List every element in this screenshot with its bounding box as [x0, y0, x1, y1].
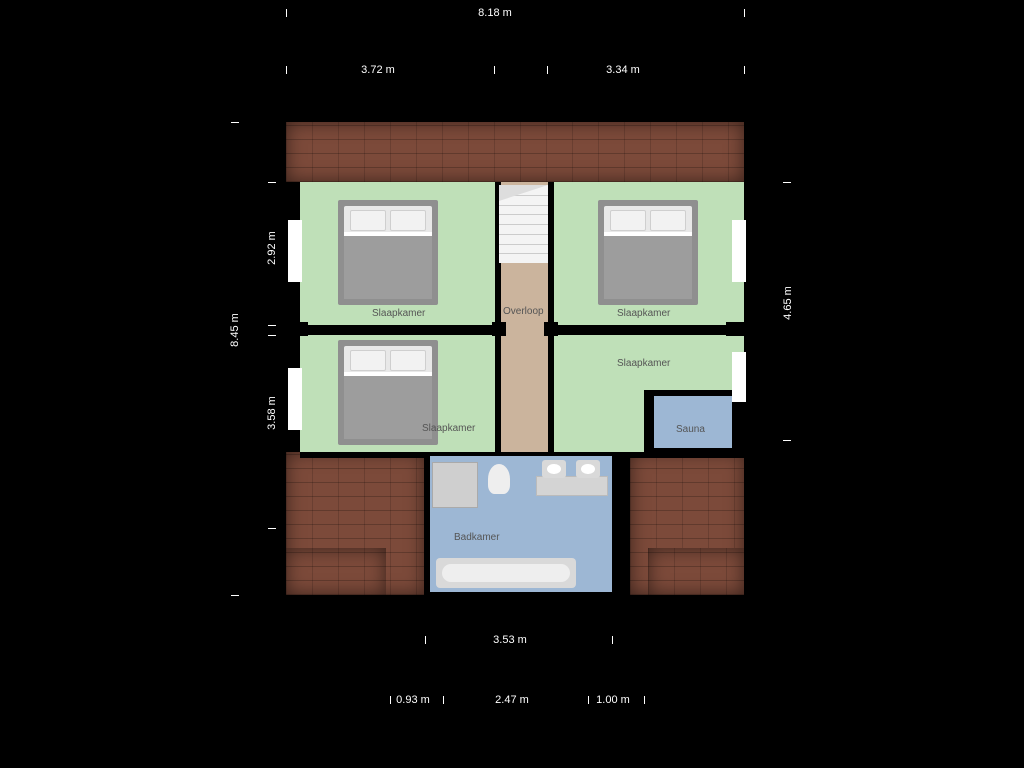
label-bed_tl: Slaapkamer — [372, 308, 425, 319]
wall-4 — [300, 452, 424, 458]
bath-vanity — [536, 476, 608, 496]
dim-w_total: 8.18 m — [478, 7, 512, 19]
wall-5 — [612, 452, 744, 458]
label-sauna: Sauna — [676, 424, 705, 435]
dim-tick-16 — [390, 696, 391, 704]
wall-9 — [648, 390, 744, 396]
dim-w_b3: 1.00 m — [596, 694, 630, 706]
dim-h_tl: 2.92 m — [266, 231, 278, 265]
roof-block-3 — [286, 548, 386, 595]
roof-block-4 — [648, 548, 744, 595]
wall-6 — [424, 452, 430, 594]
wall-stub-3 — [544, 322, 558, 336]
dim-h_bl: 3.58 m — [266, 396, 278, 430]
dim-tick-15 — [612, 636, 613, 644]
roof-block-0 — [286, 122, 744, 182]
wall-0 — [300, 325, 495, 331]
dim-w_b2: 2.47 m — [495, 694, 529, 706]
dim-w_top_r: 3.34 m — [606, 64, 640, 76]
dim-tick-4 — [547, 66, 548, 74]
dim-tick-17 — [443, 696, 444, 704]
dim-tick-19 — [644, 696, 645, 704]
label-bed_bl: Slaapkamer — [422, 423, 475, 434]
dim-tick-11 — [268, 528, 276, 529]
wall-stub-1 — [726, 322, 744, 336]
toilet — [488, 464, 510, 494]
dim-h_r: 4.65 m — [782, 286, 794, 320]
label-bed_br: Slaapkamer — [617, 358, 670, 369]
dim-tick-8 — [268, 182, 276, 183]
bathtub — [436, 558, 576, 588]
shower — [432, 462, 478, 508]
label-bath: Badkamer — [454, 532, 500, 543]
dim-tick-18 — [588, 696, 589, 704]
wall-1 — [552, 325, 744, 331]
dim-tick-0 — [286, 9, 287, 17]
dim-tick-14 — [425, 636, 426, 644]
dim-tick-1 — [744, 9, 745, 17]
wall-stub-2 — [492, 322, 506, 336]
sink-1 — [576, 460, 600, 478]
dim-tick-3 — [494, 66, 495, 74]
dim-h_total: 8.45 m — [229, 313, 241, 347]
dim-tick-6 — [231, 122, 239, 123]
bed-1 — [598, 200, 698, 305]
dim-w_b1: 0.93 m — [396, 694, 430, 706]
bed-0 — [338, 200, 438, 305]
window-2 — [732, 220, 746, 282]
dim-tick-7 — [231, 595, 239, 596]
dim-tick-9 — [268, 325, 276, 326]
dim-tick-5 — [744, 66, 745, 74]
wall-stub-0 — [286, 322, 308, 336]
dim-w_top_l: 3.72 m — [361, 64, 395, 76]
window-1 — [288, 368, 302, 430]
dim-tick-2 — [286, 66, 287, 74]
window-0 — [288, 220, 302, 282]
floor-plan-canvas: Slaapkamer Slaapkamer Slaapkamer Slaapkamer… — [0, 0, 1024, 768]
label-overloop: Overloop — [503, 306, 544, 317]
dim-tick-12 — [783, 182, 791, 183]
stairs — [499, 185, 548, 263]
room-bed_br2 — [552, 390, 644, 452]
dim-tick-10 — [268, 335, 276, 336]
label-bed_tr: Slaapkamer — [617, 308, 670, 319]
dim-w_bath: 3.53 m — [493, 634, 527, 646]
sink-0 — [542, 460, 566, 478]
window-3 — [732, 352, 746, 402]
wall-7 — [612, 452, 618, 594]
dim-tick-13 — [783, 440, 791, 441]
wall-3 — [548, 182, 554, 455]
wall-10 — [648, 390, 654, 452]
wall-8 — [424, 592, 616, 598]
room-sauna — [652, 393, 732, 448]
